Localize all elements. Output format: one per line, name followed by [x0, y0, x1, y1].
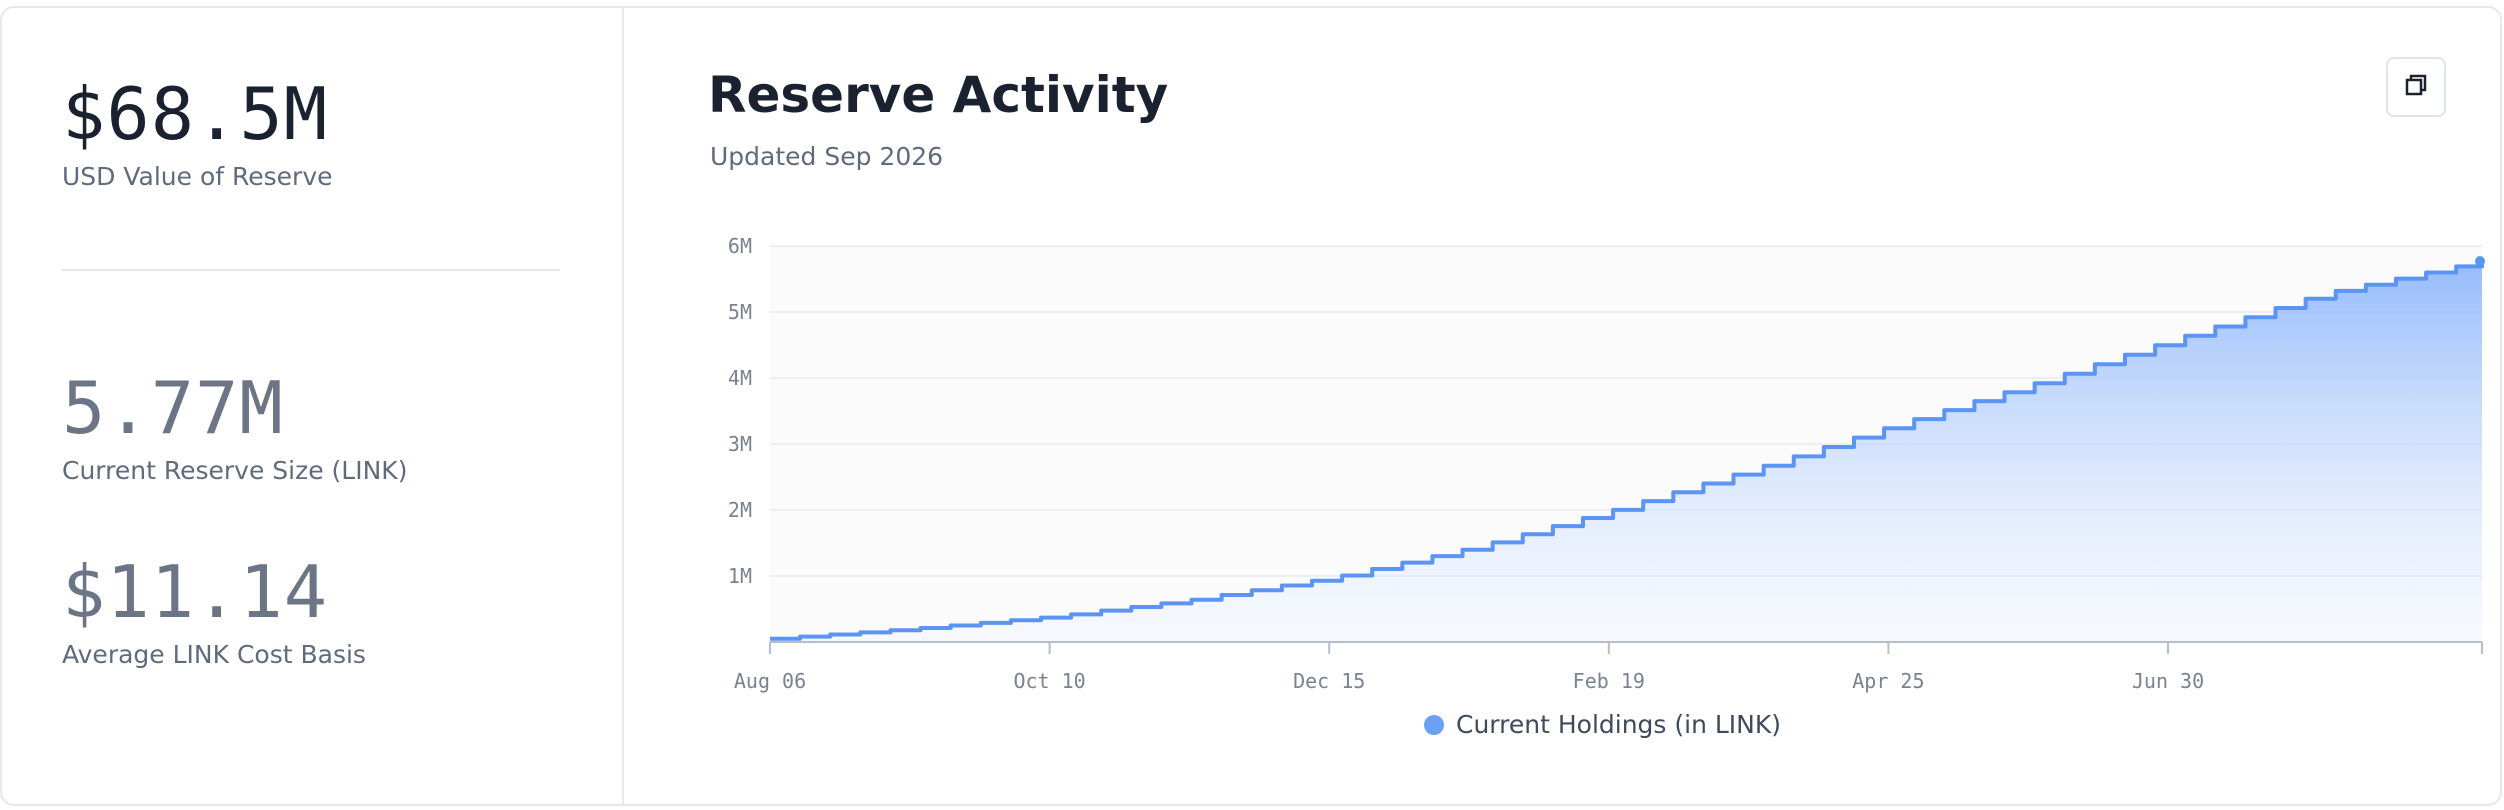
- legend-label: Current Holdings (in LINK): [1456, 710, 1782, 739]
- reserve-size-label: Current Reserve Size (LINK): [62, 456, 408, 485]
- chart-title: Reserve Activity: [708, 66, 1169, 124]
- expand-icon: [2405, 74, 2427, 101]
- usd-value: $68.5M: [62, 72, 329, 156]
- x-tick-label: Oct 10: [1013, 669, 1085, 693]
- cost-basis-label: Average LINK Cost Basis: [62, 640, 366, 669]
- x-tick-label: Apr 25: [1852, 669, 1924, 693]
- chart-legend[interactable]: Current Holdings (in LINK): [1424, 710, 1781, 739]
- legend-dot: [1424, 714, 1444, 735]
- y-tick-label: 3M: [728, 432, 752, 456]
- reserve-size-value: 5.77M: [62, 366, 284, 450]
- y-tick-label: 6M: [728, 234, 752, 258]
- stats-panel: $68.5M USD Value of Reserve 5.77M Curren…: [2, 8, 624, 804]
- x-tick-label: Feb 19: [1573, 669, 1645, 693]
- y-tick-label: 2M: [728, 498, 752, 522]
- x-tick-label: Dec 15: [1293, 669, 1365, 693]
- expand-button[interactable]: [2386, 57, 2446, 117]
- chart-subtitle: Updated Sep 2026: [710, 142, 944, 171]
- holdings-endpoint[interactable]: [2475, 256, 2485, 267]
- x-tick-label: Aug 06: [734, 669, 806, 693]
- divider: [62, 269, 560, 271]
- reserve-chart: 6M 5M 4M 3M 2M 1M Aug 06 Oct 10 Dec 15 Feb 19 Apr …: [728, 234, 2485, 693]
- holdings-area: [770, 261, 2482, 642]
- x-tick-label: Jun 30: [2132, 669, 2204, 693]
- cost-basis-value: $11.14: [62, 550, 329, 634]
- y-tick-label: 5M: [728, 300, 752, 324]
- holdings-line: [770, 261, 2484, 641]
- chart-panel: Reserve Activity Updated Sep 2026 6M 5M 4M…: [624, 8, 2500, 804]
- reserve-card: $68.5M USD Value of Reserve 5.77M Curren…: [0, 6, 2502, 806]
- y-tick-label: 1M: [728, 564, 752, 588]
- y-tick-label: 4M: [728, 366, 752, 390]
- usd-value-label: USD Value of Reserve: [62, 162, 333, 191]
